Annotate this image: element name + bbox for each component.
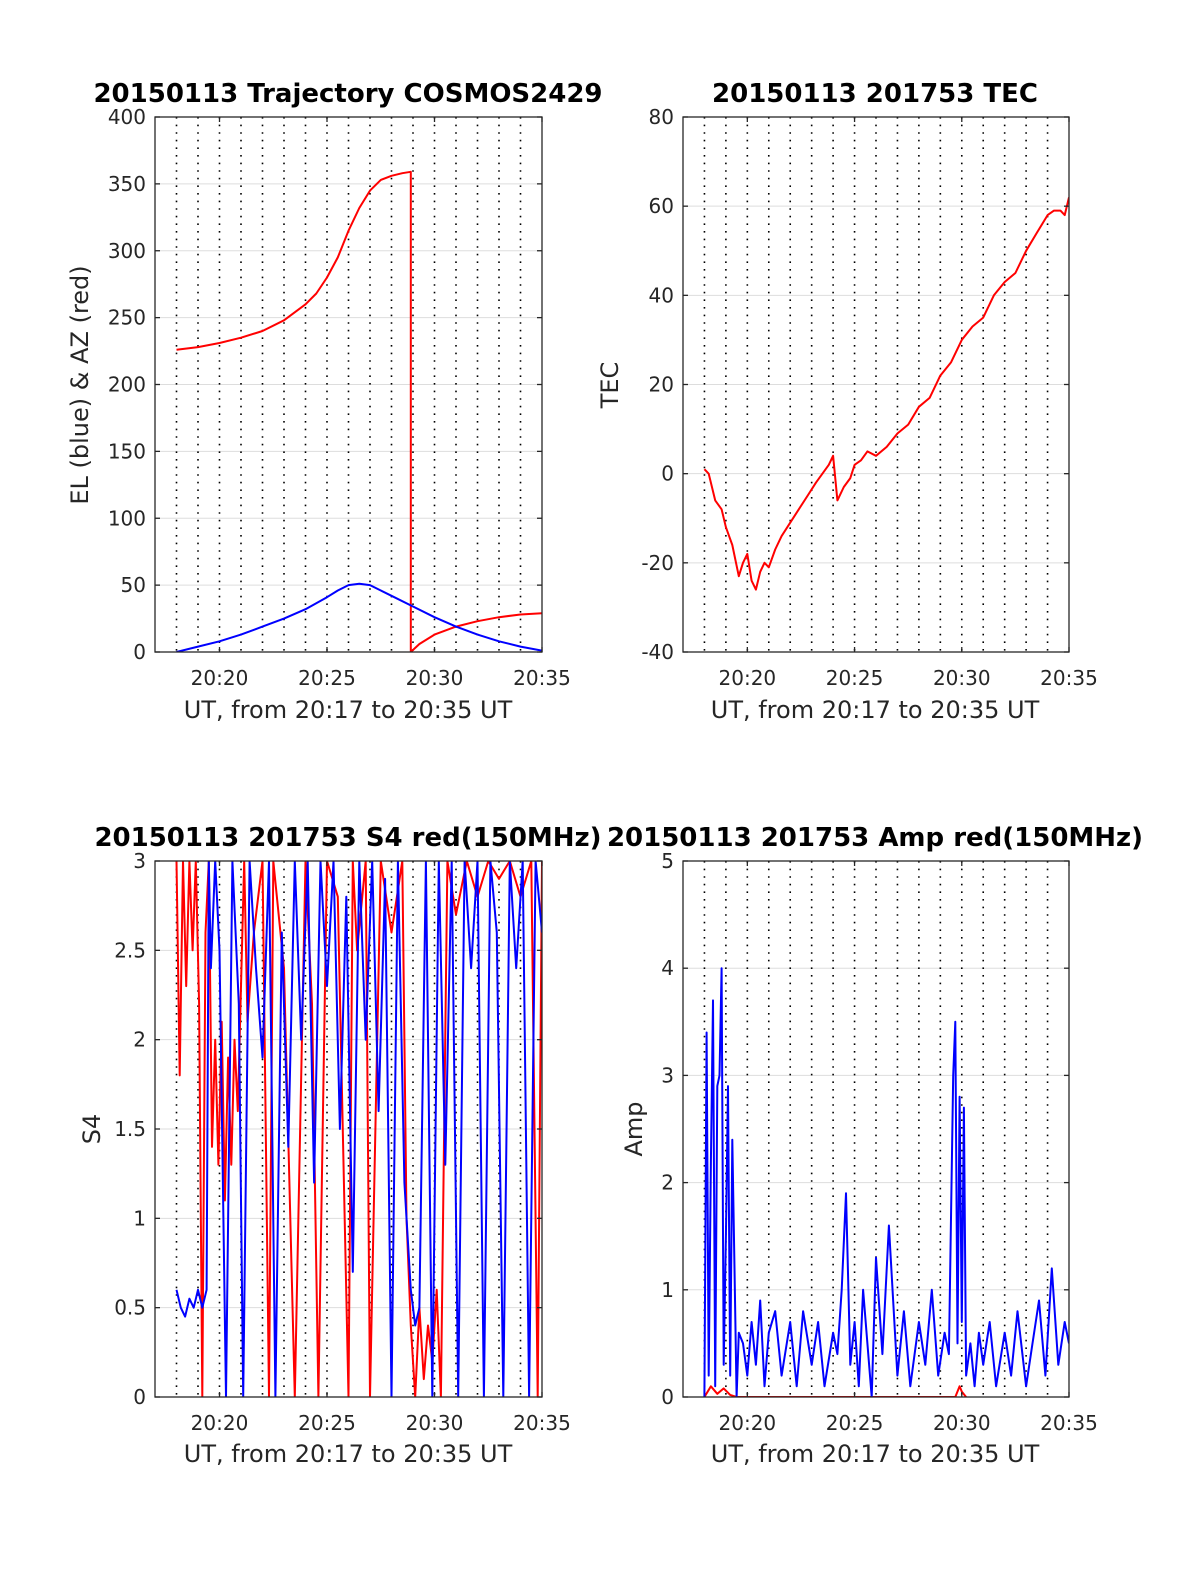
amp-ytick-label: 1: [661, 1278, 674, 1302]
trajectory-xlabel: UT, from 20:17 to 20:35 UT: [184, 696, 513, 724]
trajectory-ytick-label: 350: [108, 172, 146, 196]
trajectory-ytick-label: 100: [108, 506, 146, 530]
amp-xtick-label: 20:20: [719, 1411, 777, 1435]
amp-ytick-label: 4: [661, 956, 674, 980]
trajectory-ytick-label: 300: [108, 239, 146, 263]
tec-ytick-label: 40: [649, 283, 674, 307]
amp-xtick-label: 20:30: [933, 1411, 991, 1435]
tec-xtick-label: 20:25: [826, 666, 884, 690]
tec-ylabel: TEC: [596, 362, 624, 410]
tec-title: 20150113 201753 TEC: [712, 79, 1038, 109]
tec-xtick-label: 20:20: [719, 666, 777, 690]
trajectory-ytick-label: 150: [108, 439, 146, 463]
amp-ytick-label: 0: [661, 1385, 674, 1409]
tec-ytick-label: 60: [649, 194, 674, 218]
s4-ytick-label: 2: [133, 1028, 146, 1052]
s4-ytick-label: 1: [133, 1206, 146, 1230]
s4-panel: 0 0.5 1 1.5 2 2.5 3 20:20 20:25 20:30 20:35 2015011…: [78, 823, 602, 1468]
s4-title: 20150113 201753 S4 red(150MHz): [94, 823, 601, 853]
amp-panel: 0 1 2 3 4 5 20:20 20:25 20:30 20:35 20150113 20175…: [607, 823, 1143, 1468]
s4-series-1-line: [175, 861, 542, 1397]
tec-xlabel: UT, from 20:17 to 20:35 UT: [711, 696, 1040, 724]
trajectory-ytick-label: 50: [121, 573, 146, 597]
s4-ylabel: S4: [78, 1114, 106, 1145]
amp-series-0-line: [703, 1385, 967, 1397]
s4-xtick-label: 20:30: [406, 1411, 464, 1435]
trajectory-xtick-label: 20:25: [298, 666, 356, 690]
amp-title: 20150113 201753 Amp red(150MHz): [607, 823, 1143, 853]
s4-xlabel: UT, from 20:17 to 20:35 UT: [184, 1440, 513, 1468]
trajectory-ytick-label: 200: [108, 373, 146, 397]
s4-xtick-label: 20:25: [298, 1411, 356, 1435]
s4-xtick-label: 20:35: [513, 1411, 571, 1435]
trajectory-panel: 0 50 100 150 200 250 300 350 400 20:20 20:25 20:30 2…: [66, 79, 603, 724]
trajectory-ylabel: EL (blue) & AZ (red): [66, 265, 94, 504]
amp-ylabel: Amp: [620, 1101, 648, 1156]
amp-plot-area: [683, 861, 1069, 1397]
tec-series-0-line: [703, 197, 1069, 591]
trajectory-xtick-label: 20:35: [513, 666, 571, 690]
tec-ytick-label: 20: [649, 373, 674, 397]
tec-panel: -40 -20 0 20 40 60 80 20:20 20:25 20:30 20:35 20150…: [596, 79, 1098, 724]
tec-ytick-label: 0: [661, 462, 674, 486]
amp-axes-frame: [682, 860, 1070, 1398]
trajectory-ytick-label: 0: [133, 640, 146, 664]
trajectory-ytick-label: 250: [108, 306, 146, 330]
amp-xtick-label: 20:35: [1040, 1411, 1098, 1435]
trajectory-series-1-line: [176, 582, 542, 652]
s4-ytick-label: 0: [133, 1385, 146, 1409]
amp-ytick-label: 5: [661, 849, 674, 873]
tec-xtick-label: 20:30: [933, 666, 991, 690]
s4-ytick-label: 3: [133, 849, 146, 873]
s4-ytick-label: 1.5: [114, 1117, 146, 1141]
trajectory-xtick-label: 20:20: [191, 666, 249, 690]
trajectory-ytick-label: 400: [108, 105, 146, 129]
amp-xtick-label: 20:25: [826, 1411, 884, 1435]
s4-ytick-label: 0.5: [114, 1296, 146, 1320]
tec-xtick-label: 20:35: [1040, 666, 1098, 690]
tec-ytick-label: 80: [649, 105, 674, 129]
s4-ytick-label: 2.5: [114, 938, 146, 962]
amp-series-1-line: [703, 967, 1069, 1397]
amp-xlabel: UT, from 20:17 to 20:35 UT: [711, 1440, 1040, 1468]
amp-ytick-label: 2: [661, 1171, 674, 1195]
tec-ytick-label: -20: [641, 551, 674, 575]
amp-ytick-label: 3: [661, 1063, 674, 1087]
tec-ytick-label: -40: [641, 640, 674, 664]
s4-xtick-label: 20:20: [191, 1411, 249, 1435]
trajectory-xtick-label: 20:30: [406, 666, 464, 690]
trajectory-title: 20150113 Trajectory COSMOS2429: [93, 79, 602, 109]
